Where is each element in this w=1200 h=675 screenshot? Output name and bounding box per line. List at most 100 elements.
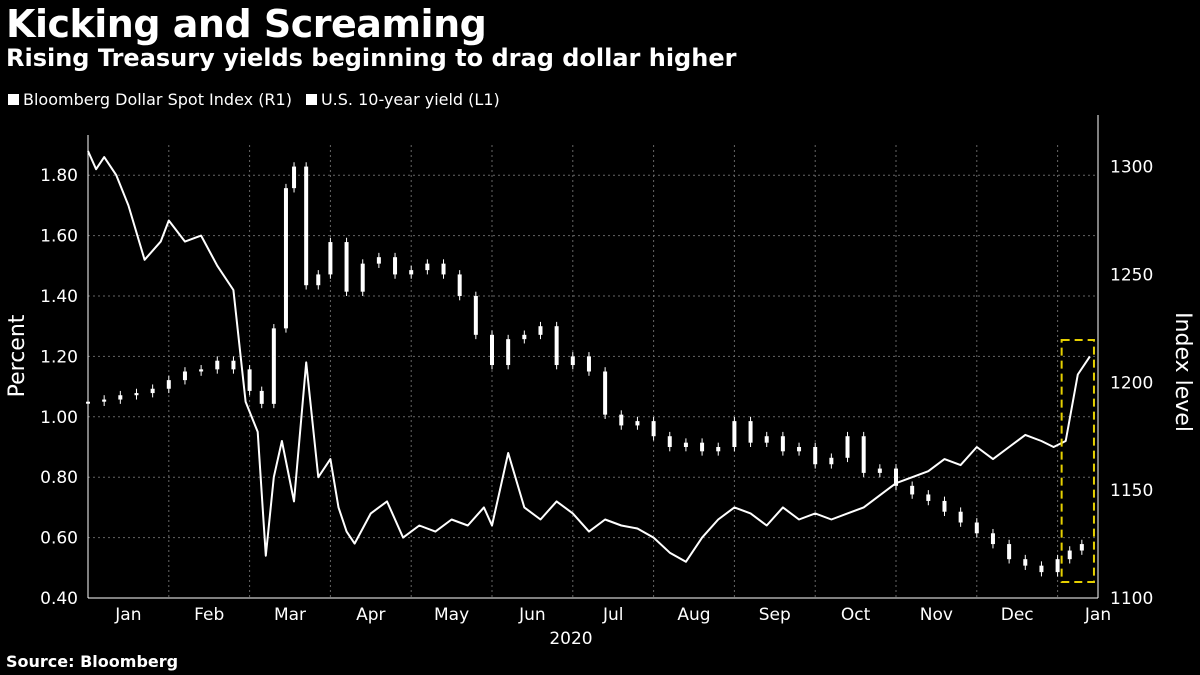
candle-body [522, 334, 527, 340]
legend-label-10y-yield: U.S. 10-year yield (L1) [320, 90, 500, 109]
candle-body [990, 533, 995, 545]
x-tick-label: Jul [602, 605, 624, 625]
candle-body [118, 395, 123, 400]
candle-body [764, 436, 769, 443]
candle-body [635, 421, 640, 426]
candle-body [748, 421, 753, 443]
y-tick-left-label: 1.40 [40, 287, 78, 307]
y-tick-left-label: 1.80 [40, 166, 78, 186]
y-tick-left-label: 0.80 [40, 468, 78, 488]
candle-body [926, 494, 931, 501]
candle-body [490, 334, 494, 366]
candle-body [292, 166, 297, 189]
candle-body [845, 436, 850, 458]
candle-body [271, 328, 276, 404]
candle-body [304, 166, 309, 286]
x-tick-label: Sep [759, 605, 791, 625]
y-axis-right-title: Index level [1170, 312, 1195, 432]
candle-body [700, 442, 705, 452]
candle-body [283, 188, 288, 329]
candle-body [877, 468, 882, 473]
x-tick-label: Apr [356, 605, 385, 625]
chart-subtitle: Rising Treasury yields beginning to drag… [6, 44, 737, 72]
legend-square-icon [305, 94, 317, 105]
candle-body [974, 522, 979, 534]
candle-body [1079, 544, 1084, 551]
y-tick-left-label: 1.60 [40, 227, 78, 247]
x-tick-label: Feb [194, 605, 224, 625]
legend-square-icon [8, 94, 19, 105]
candle-body [425, 263, 430, 271]
candle-body [316, 274, 321, 286]
chart-title: Kicking and Screaming [6, 2, 487, 46]
candle-body [102, 399, 107, 402]
candle-body [86, 401, 90, 404]
candle-body [538, 326, 543, 335]
x-tick-label: Oct [841, 605, 871, 625]
legend-item-dollar-index: Bloomberg Dollar Spot Index (R1) [8, 90, 292, 109]
candle-body [1039, 565, 1044, 573]
candle-body [651, 421, 656, 437]
y-tick-left-label: 1.20 [40, 347, 78, 367]
candle-body [586, 356, 591, 372]
candle-body [1055, 559, 1060, 573]
x-tick-label: Jan [114, 605, 141, 625]
candle-body [861, 436, 866, 473]
candle-body [166, 380, 171, 389]
x-tick-label: Mar [274, 605, 306, 625]
candle-body [182, 371, 187, 381]
candle-body [797, 447, 802, 452]
candle-body [259, 390, 264, 404]
y-tick-right-label: 1300 [1110, 158, 1153, 178]
y-tick-left-label: 0.60 [40, 529, 78, 549]
series-line-10y-yield [87, 150, 1091, 563]
candle-body [393, 257, 398, 275]
candle-body [1023, 559, 1028, 566]
candle-body [457, 274, 462, 296]
candle-body [829, 457, 834, 465]
legend-label-dollar-index: Bloomberg Dollar Spot Index (R1) [23, 90, 292, 109]
candle-body [813, 447, 818, 465]
candle-body [570, 356, 575, 366]
candle-body [199, 369, 204, 372]
candle-body [554, 326, 559, 366]
x-axis-year-label: 2020 [549, 629, 592, 649]
candle-body [409, 270, 414, 275]
candle-body [376, 257, 381, 264]
x-tick-label: May [434, 605, 469, 625]
candle-body [473, 296, 478, 335]
candle-body [344, 242, 349, 292]
candle-body [603, 371, 608, 415]
y-tick-right-label: 1150 [1110, 481, 1153, 501]
candle-body [667, 436, 672, 447]
candle-body [780, 436, 785, 452]
highlight-box [1060, 339, 1095, 583]
x-tick-label: Nov [920, 605, 953, 625]
candle-body [150, 388, 155, 394]
candle-body [1067, 550, 1072, 560]
candle-body [506, 339, 511, 366]
y-axis-left-title: Percent [5, 314, 30, 397]
candle-body [328, 242, 333, 275]
source-note: Source: Bloomberg [6, 652, 179, 671]
x-tick-label: Jun [518, 605, 546, 625]
candle-body [910, 485, 915, 495]
y-tick-right-label: 1250 [1110, 265, 1153, 285]
legend: Bloomberg Dollar Spot Index (R1) U.S. 10… [8, 90, 500, 109]
legend-item-10y-yield: U.S. 10-year yield (L1) [305, 90, 500, 109]
y-tick-left-label: 1.00 [40, 408, 78, 428]
candle-body [134, 393, 139, 396]
candle-body [732, 421, 737, 447]
x-tick-label: Aug [677, 605, 710, 625]
candle-body [894, 468, 898, 486]
candle-body [215, 360, 220, 370]
candle-body [683, 442, 688, 447]
candle-body [619, 414, 624, 426]
candle-body [958, 511, 963, 523]
candle-body [360, 263, 365, 292]
x-tick-label: Jan [1084, 605, 1111, 625]
candle-body [231, 360, 236, 370]
candle-body [716, 447, 721, 452]
candle-body [942, 500, 947, 512]
